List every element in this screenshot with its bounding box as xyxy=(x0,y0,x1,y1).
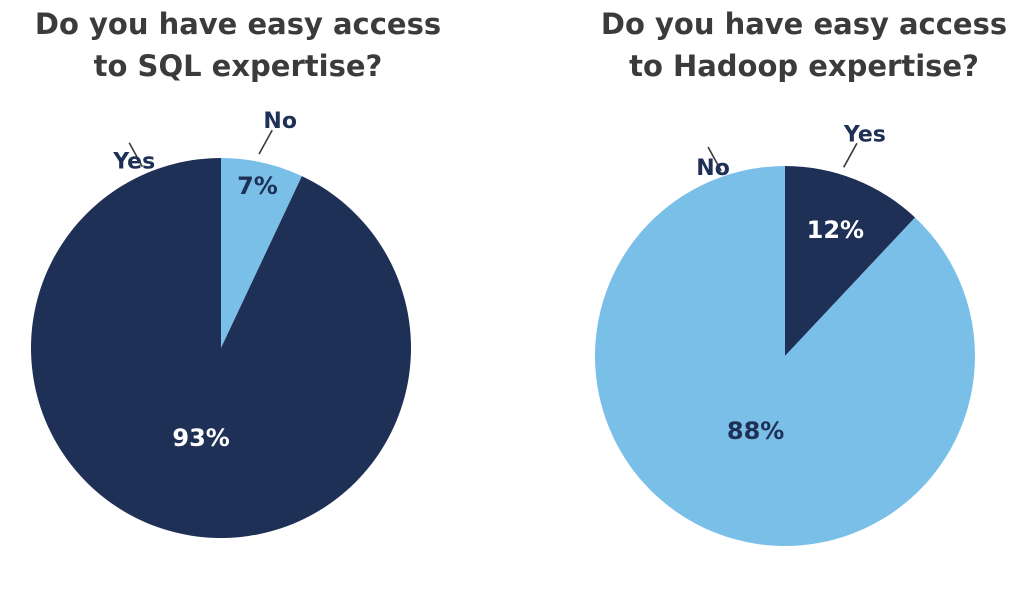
chart-title-line: Do you have easy access xyxy=(601,7,1007,41)
leader-line xyxy=(128,142,144,168)
pie-slice-yes xyxy=(785,166,916,356)
pie-slice-no xyxy=(221,158,302,348)
pie-slice-no xyxy=(595,166,976,546)
slice-category-label: No xyxy=(263,109,297,134)
slice-percent-label: 7% xyxy=(237,172,278,200)
slice-percent-label: 93% xyxy=(172,424,229,452)
hadoop-expertise-chart: Do you have easy access to Hadoop experti… xyxy=(595,7,1007,546)
slice-percent-label: 88% xyxy=(727,417,784,445)
slice-category-label: Yes xyxy=(112,150,155,175)
chart-title-line: to SQL expertise? xyxy=(94,49,383,83)
leader-line xyxy=(842,142,858,168)
sql-expertise-chart: Do you have easy access to SQL expertise?… xyxy=(31,7,441,539)
leader-line xyxy=(707,146,722,172)
chart-title-line: to Hadoop expertise? xyxy=(629,49,979,83)
slice-category-label: Yes xyxy=(843,122,886,147)
pie-slice-yes xyxy=(31,158,412,539)
leader-line xyxy=(258,129,273,155)
chart-title-line: Do you have easy access xyxy=(35,7,441,41)
slice-percent-label: 12% xyxy=(807,216,864,244)
slice-category-label: No xyxy=(696,156,730,181)
